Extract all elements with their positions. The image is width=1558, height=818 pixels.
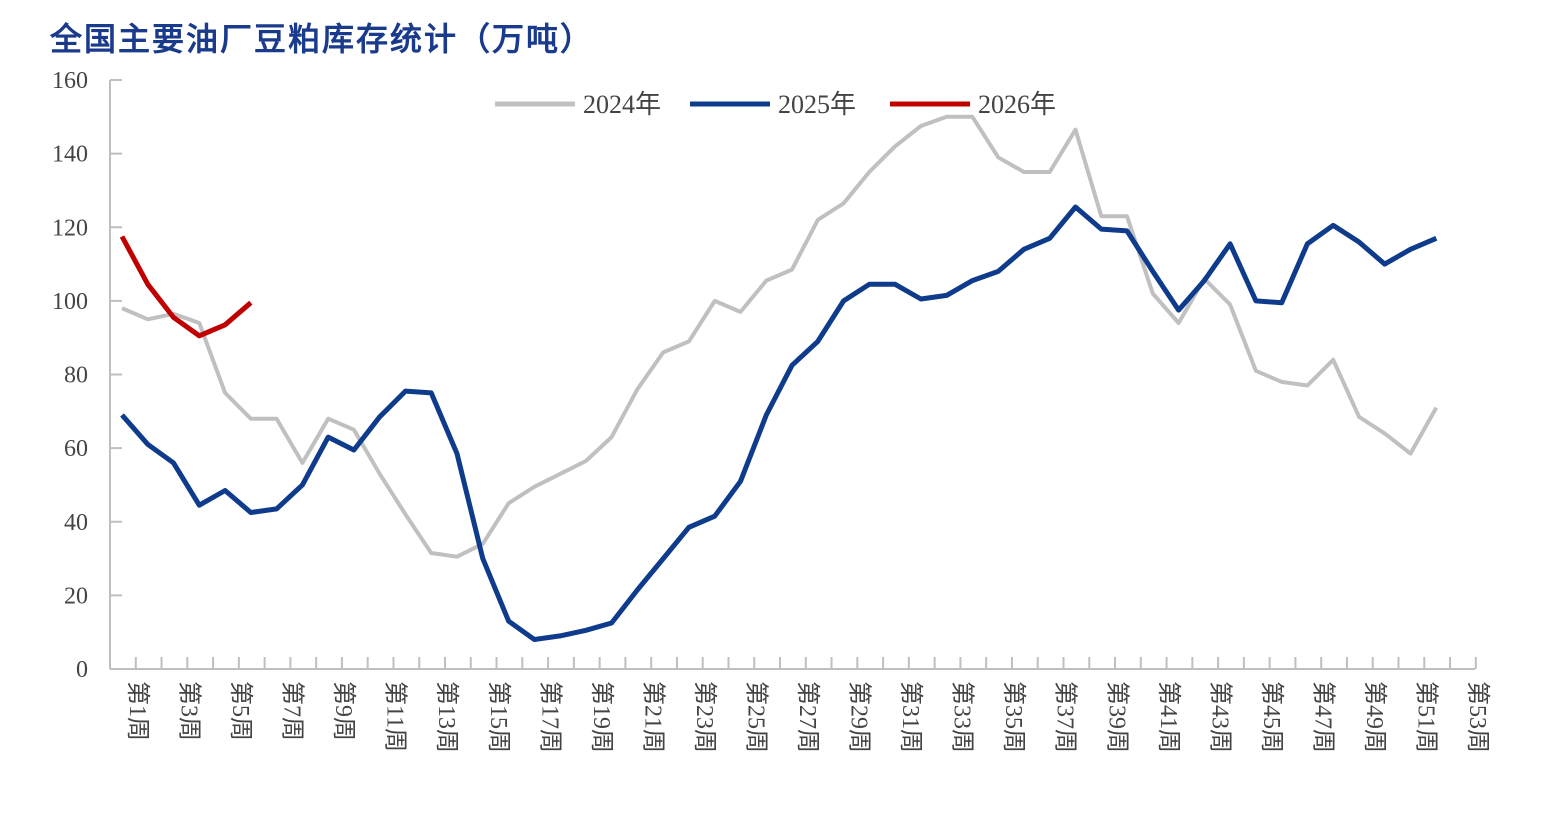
x-tick-label: 第23周 <box>691 681 718 753</box>
x-tick-label: 第41周 <box>1155 681 1182 753</box>
x-tick-label: 第33周 <box>949 681 976 753</box>
x-tick-label: 第7周 <box>279 681 306 741</box>
x-tick-label: 第25周 <box>742 681 769 753</box>
x-tick-label: 第5周 <box>227 681 254 741</box>
y-tick-label: 160 <box>52 68 88 94</box>
y-tick-label: 100 <box>52 289 88 315</box>
legend-label: 2025年 <box>778 90 856 119</box>
legend-label: 2024年 <box>583 90 661 119</box>
x-tick-label: 第35周 <box>1000 681 1027 753</box>
x-tick-label: 第53周 <box>1464 681 1491 753</box>
y-tick-label: 60 <box>64 436 88 462</box>
chart-title: 全国主要油厂豆粕库存统计（万吨） <box>50 20 595 58</box>
x-tick-label: 第27周 <box>794 681 821 753</box>
x-tick-label: 第49周 <box>1361 681 1388 753</box>
x-tick-label: 第51周 <box>1413 681 1440 753</box>
x-tick-label: 第29周 <box>846 681 873 753</box>
x-tick-label: 第13周 <box>433 681 460 753</box>
series-line-2024年 <box>121 114 1439 559</box>
x-tick-label: 第17周 <box>536 681 563 753</box>
x-tick-label: 第1周 <box>124 681 151 741</box>
y-tick-label: 120 <box>52 215 88 241</box>
x-tick-label: 第43周 <box>1206 681 1233 753</box>
y-tick-label: 20 <box>64 583 88 609</box>
x-tick-label: 第9周 <box>330 681 357 741</box>
series-line-2025年 <box>120 204 1438 642</box>
x-tick-label: 第3周 <box>176 681 203 741</box>
x-tick-label: 第11周 <box>382 681 409 752</box>
x-tick-label: 第15周 <box>485 681 512 753</box>
y-tick-label: 80 <box>64 363 88 389</box>
y-tick-label: 0 <box>76 657 88 683</box>
series-line-2026年 <box>119 235 253 339</box>
legend-label: 2026年 <box>978 90 1056 119</box>
x-tick-label: 第31周 <box>897 681 924 753</box>
x-tick-label: 第21周 <box>639 681 666 753</box>
x-tick-label: 第39周 <box>1103 681 1130 753</box>
y-tick-label: 140 <box>52 142 88 168</box>
y-tick-label: 40 <box>64 510 88 536</box>
x-tick-label: 第37周 <box>1052 681 1079 753</box>
x-tick-label: 第47周 <box>1309 681 1336 753</box>
x-tick-label: 第45周 <box>1258 681 1285 753</box>
x-tick-label: 第19周 <box>588 681 615 753</box>
